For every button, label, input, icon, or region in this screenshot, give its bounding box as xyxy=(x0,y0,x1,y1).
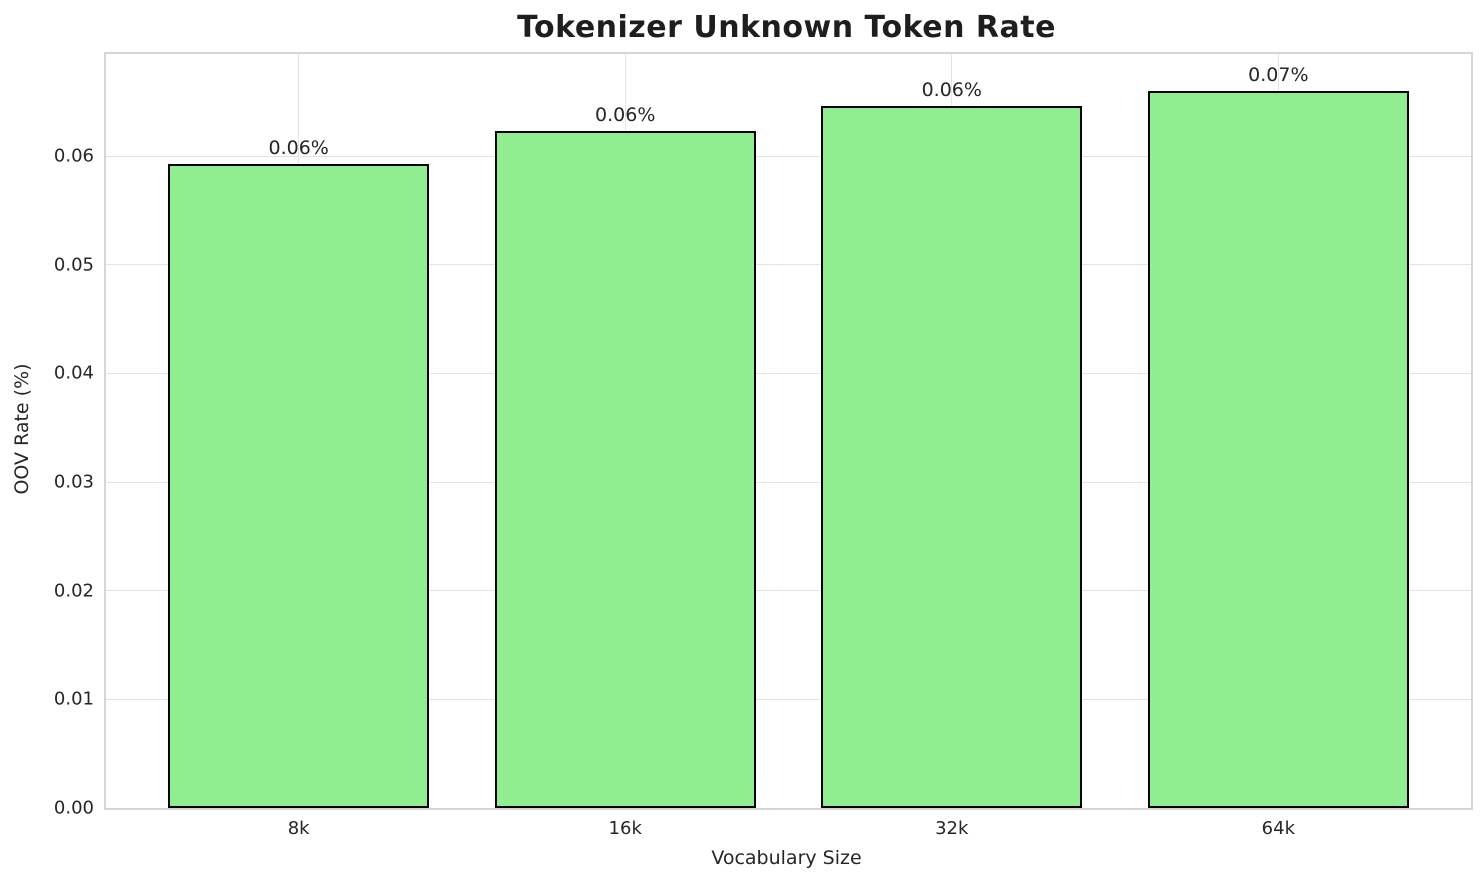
bar-64k xyxy=(1147,90,1409,808)
bar-value-label: 0.06% xyxy=(921,79,982,102)
y-gridline xyxy=(106,698,1471,700)
chart-title: Tokenizer Unknown Token Rate xyxy=(517,10,1056,45)
y-gridline xyxy=(106,264,1471,266)
bar-value-label: 0.06% xyxy=(595,104,656,127)
y-tick-label: 0.06 xyxy=(53,145,94,167)
y-tick-label: 0.05 xyxy=(53,254,94,276)
bar-value-label: 0.06% xyxy=(268,136,329,159)
x-tick-label: 16k xyxy=(608,818,642,839)
bar-16k xyxy=(494,131,756,808)
bar-32k xyxy=(821,106,1083,808)
bar-8k xyxy=(168,163,430,808)
x-axis-label: Vocabulary Size xyxy=(711,847,862,869)
y-axis-label: OOV Rate (%) xyxy=(11,363,33,495)
bar-value-label: 0.07% xyxy=(1248,63,1309,86)
y-tick-label: 0.00 xyxy=(53,797,94,819)
y-tick-label: 0.02 xyxy=(53,580,94,602)
plot-area xyxy=(104,52,1473,810)
y-gridline xyxy=(106,590,1471,592)
y-gridline xyxy=(106,481,1471,483)
x-tick-label: 64k xyxy=(1261,818,1295,839)
y-tick-label: 0.01 xyxy=(53,688,94,710)
x-tick-label: 32k xyxy=(935,818,969,839)
y-gridline xyxy=(106,155,1471,157)
x-tick-label: 8k xyxy=(287,818,310,839)
y-gridline xyxy=(106,372,1471,374)
y-tick-label: 0.04 xyxy=(53,362,94,384)
y-tick-label: 0.03 xyxy=(53,471,94,493)
